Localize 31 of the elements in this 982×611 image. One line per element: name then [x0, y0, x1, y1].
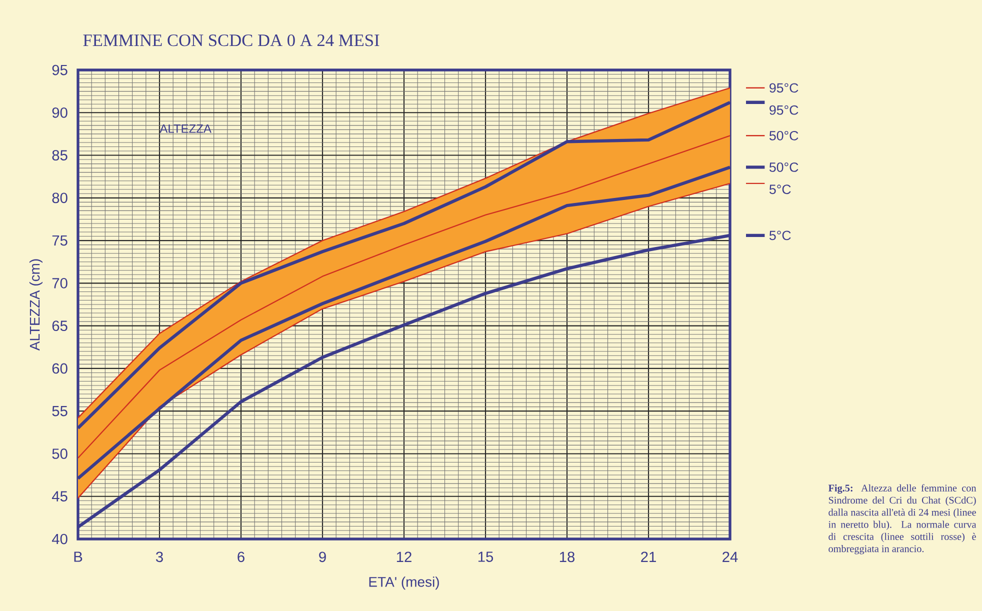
y-tick-label: 85 [52, 150, 68, 160]
y-tick-label: 65 [52, 320, 68, 332]
x-tick-label: 24 [722, 552, 738, 562]
x-tick-label: 6 [238, 552, 244, 562]
chart-title: FEMMINE CON SCDC DA 0 A 24 MESI [83, 34, 380, 46]
y-tick-label: 40 [52, 534, 68, 544]
x-tick-label: 15 [478, 552, 494, 562]
y-tick-label: 45 [52, 491, 68, 502]
x-tick-label: 3 [156, 552, 163, 562]
legend-label: 5°C [769, 230, 791, 240]
y-tick-label: 70 [52, 278, 68, 288]
y-axis-title: ALTEZZA (cm) [29, 259, 42, 351]
x-tick-label: B [74, 552, 82, 562]
y-tick-label: 90 [52, 107, 68, 118]
x-tick-label: 21 [641, 552, 656, 562]
y-tick-label: 95 [52, 64, 68, 76]
y-tick-label: 50 [52, 448, 68, 459]
x-tick-label: 18 [560, 552, 575, 562]
legend-label: 50°C [769, 162, 798, 172]
y-tick-label: 80 [52, 192, 68, 204]
y-tick-label: 75 [52, 235, 68, 246]
x-tick-label: 12 [396, 552, 412, 562]
legend-label: 95°C [770, 83, 798, 93]
legend-label: 95°C [770, 105, 798, 115]
y-tick-label: 55 [52, 406, 68, 416]
x-tick-label: 9 [319, 552, 326, 562]
text: Fig.5: Altezza delle femmine con Sindrome del Cri du Chat (SCdC) dalla nascita all'età di 24 mesi (linee in neretto blu). La normale curva di crescita (linee sottili rosse) è ombreggiata in arancio. [828, 484, 976, 554]
y-tick-label: 60 [52, 363, 68, 374]
legend-label: 50°C [769, 130, 798, 140]
x-axis-title: ETA' (mesi) [369, 576, 439, 590]
legend-label: 5°C [769, 184, 791, 194]
